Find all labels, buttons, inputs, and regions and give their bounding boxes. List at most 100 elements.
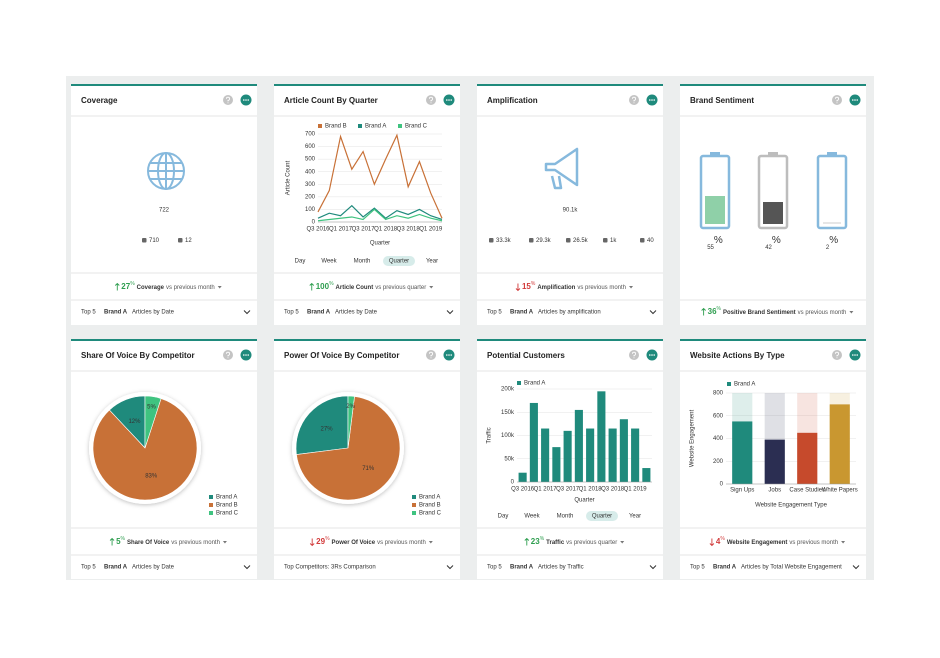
help-icon[interactable] bbox=[426, 350, 436, 360]
footer-chevron[interactable] bbox=[852, 565, 860, 570]
menu-dot bbox=[450, 99, 452, 101]
help-glyph bbox=[631, 351, 637, 359]
stat-value: 29.3k bbox=[536, 238, 552, 244]
period-dropdown[interactable] bbox=[620, 541, 625, 544]
trend-arrow bbox=[701, 307, 706, 316]
delta-period: vs previous month bbox=[166, 285, 215, 291]
menu-icon[interactable] bbox=[240, 349, 252, 361]
stat-icon bbox=[178, 238, 183, 243]
legend-swatch bbox=[517, 381, 521, 385]
time-tab[interactable]: Day bbox=[498, 514, 509, 520]
card-accent bbox=[274, 84, 460, 86]
y-tick-label: 700 bbox=[305, 132, 316, 138]
footer-sort: Articles by amplification bbox=[538, 310, 601, 316]
menu-icon[interactable] bbox=[443, 94, 455, 106]
stat-value: 710 bbox=[149, 238, 160, 244]
time-tab[interactable]: Week bbox=[524, 514, 540, 520]
legend-label: Brand A bbox=[734, 382, 755, 388]
menu-dot bbox=[856, 354, 858, 356]
card-background bbox=[477, 84, 663, 325]
delta-metric: Amplification bbox=[537, 285, 575, 291]
help-icon[interactable] bbox=[832, 350, 842, 360]
tab-selected-bg bbox=[586, 511, 618, 521]
sentiment-unit: % bbox=[772, 235, 781, 246]
stat-value: 26.5k bbox=[573, 238, 589, 244]
footer-chevron[interactable] bbox=[446, 565, 454, 570]
footer-brand: Brand A bbox=[307, 310, 331, 316]
delta-metric: Power Of Voice bbox=[332, 540, 376, 546]
help-icon[interactable] bbox=[629, 95, 639, 105]
period-dropdown[interactable] bbox=[849, 311, 854, 314]
delta-period: vs previous quarter bbox=[566, 540, 617, 546]
pie-label: 83% bbox=[145, 473, 158, 479]
menu-dot bbox=[854, 99, 856, 101]
menu-dot bbox=[854, 354, 856, 356]
help-icon[interactable] bbox=[832, 95, 842, 105]
footer-scope: Top 5 bbox=[81, 310, 96, 316]
menu-icon[interactable] bbox=[240, 94, 252, 106]
menu-icon[interactable] bbox=[646, 94, 658, 106]
trend-arrow bbox=[524, 537, 530, 546]
time-tab[interactable]: Year bbox=[426, 259, 438, 265]
period-dropdown[interactable] bbox=[429, 286, 434, 289]
time-tab[interactable]: Quarter bbox=[592, 514, 612, 520]
card-accent bbox=[477, 84, 663, 86]
help-icon[interactable] bbox=[629, 350, 639, 360]
help-glyph bbox=[428, 96, 434, 104]
stat-value: 1k bbox=[610, 238, 617, 244]
menu-icon[interactable] bbox=[849, 349, 861, 361]
footer-chevron[interactable] bbox=[649, 565, 657, 570]
delta: 23%Traffic vs previous quarter bbox=[531, 536, 617, 546]
legend-swatch bbox=[412, 511, 416, 515]
menu-icon[interactable] bbox=[443, 349, 455, 361]
y-tick-label: 600 bbox=[713, 413, 724, 419]
sentiment-number: 55 bbox=[707, 245, 714, 251]
time-tab[interactable]: Quarter bbox=[389, 259, 409, 265]
time-tab[interactable]: Year bbox=[629, 514, 641, 520]
menu-dot bbox=[446, 99, 448, 101]
footer-scope: Top 5 bbox=[690, 565, 705, 571]
delta-metric: Positive Brand Sentiment bbox=[723, 310, 796, 316]
x-tick-label: Q1 2017 bbox=[534, 487, 558, 493]
period-dropdown[interactable] bbox=[629, 286, 634, 289]
delta-unit: % bbox=[329, 281, 334, 287]
legend-label: Brand B bbox=[325, 124, 347, 130]
footer-chevron[interactable] bbox=[243, 565, 251, 570]
card-accent bbox=[71, 339, 257, 341]
menu-dot bbox=[243, 354, 245, 356]
line-series bbox=[317, 133, 443, 219]
pie-label: 5% bbox=[147, 404, 156, 410]
footer-chevron[interactable] bbox=[649, 310, 657, 315]
y-axis-title: Article Count bbox=[286, 160, 292, 195]
pie-slice bbox=[296, 396, 401, 501]
footer-scope: Top 5 bbox=[81, 565, 96, 571]
period-dropdown[interactable] bbox=[841, 541, 846, 544]
x-axis-title: Website Engagement Type bbox=[755, 503, 827, 509]
footer-chevron[interactable] bbox=[243, 310, 251, 315]
period-dropdown[interactable] bbox=[428, 541, 433, 544]
menu-icon[interactable] bbox=[849, 94, 861, 106]
period-dropdown[interactable] bbox=[217, 286, 222, 289]
menu-icon[interactable] bbox=[646, 349, 658, 361]
help-icon[interactable] bbox=[223, 95, 233, 105]
menu-dot bbox=[649, 354, 651, 356]
help-glyph bbox=[225, 351, 231, 359]
delta-period: vs previous month bbox=[377, 540, 426, 546]
help-icon[interactable] bbox=[426, 95, 436, 105]
battery-fill bbox=[705, 196, 725, 224]
time-tab[interactable]: Week bbox=[321, 259, 337, 265]
legend-swatch bbox=[209, 495, 213, 499]
card-background bbox=[274, 84, 460, 325]
y-tick-label: 0 bbox=[312, 220, 316, 226]
footer-chevron[interactable] bbox=[446, 310, 454, 315]
card-accent bbox=[680, 84, 866, 86]
period-dropdown[interactable] bbox=[222, 541, 227, 544]
help-glyph bbox=[631, 96, 637, 104]
time-tab[interactable]: Day bbox=[295, 259, 306, 265]
pie-slice bbox=[347, 395, 355, 449]
card-accent bbox=[477, 339, 663, 341]
legend-label: Brand A bbox=[524, 381, 545, 387]
time-tab[interactable]: Month bbox=[354, 259, 371, 265]
help-icon[interactable] bbox=[223, 350, 233, 360]
time-tab[interactable]: Month bbox=[557, 514, 574, 520]
